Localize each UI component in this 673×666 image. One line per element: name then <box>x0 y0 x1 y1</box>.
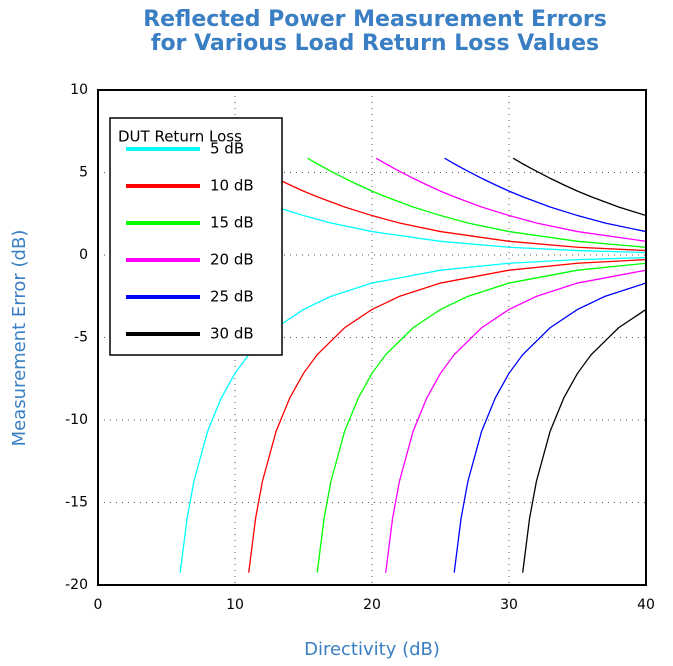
x-tick-label: 10 <box>226 597 244 613</box>
x-tick-label: 20 <box>363 597 381 613</box>
legend-label: 30 dB <box>210 325 254 343</box>
series-line <box>444 157 647 233</box>
y-tick-label: 5 <box>79 165 88 181</box>
series-line <box>522 308 647 573</box>
chart-title: Reflected Power Measurement Errors <box>143 7 607 32</box>
x-tick-label: 0 <box>94 597 103 613</box>
y-axis-label: Measurement Error (dB) <box>9 230 30 447</box>
series-line <box>375 157 647 242</box>
y-tick-label: -5 <box>74 330 88 346</box>
x-axis-label: Directivity (dB) <box>304 639 440 660</box>
x-tick-label: 30 <box>500 597 518 613</box>
y-tick-label: 0 <box>79 247 88 263</box>
legend-label: 20 dB <box>210 251 254 269</box>
legend: DUT Return Loss 5 dB 10 dB 15 dB 20 dB 25 dB… <box>109 117 283 356</box>
x-tick-label: 40 <box>637 597 655 613</box>
legend-label: 5 dB <box>210 140 244 158</box>
series-line <box>307 157 647 248</box>
series-line <box>385 269 647 573</box>
plot-frame <box>97 89 647 586</box>
chart-title: for Various Load Return Loss Values <box>151 31 599 56</box>
legend-label: 25 dB <box>210 288 254 306</box>
y-tick-label: -15 <box>65 495 88 511</box>
y-tick-label: -10 <box>65 412 88 428</box>
series-line <box>453 282 647 573</box>
legend-label: 15 dB <box>210 214 254 232</box>
series-line <box>512 157 647 217</box>
series-line <box>316 262 647 573</box>
legend-label: 10 dB <box>210 177 254 195</box>
legend-box <box>109 117 283 356</box>
series-line <box>248 258 647 573</box>
y-tick-label: 10 <box>70 82 88 98</box>
legend-title: DUT Return Loss <box>118 128 242 146</box>
y-tick-label: -20 <box>65 577 88 593</box>
